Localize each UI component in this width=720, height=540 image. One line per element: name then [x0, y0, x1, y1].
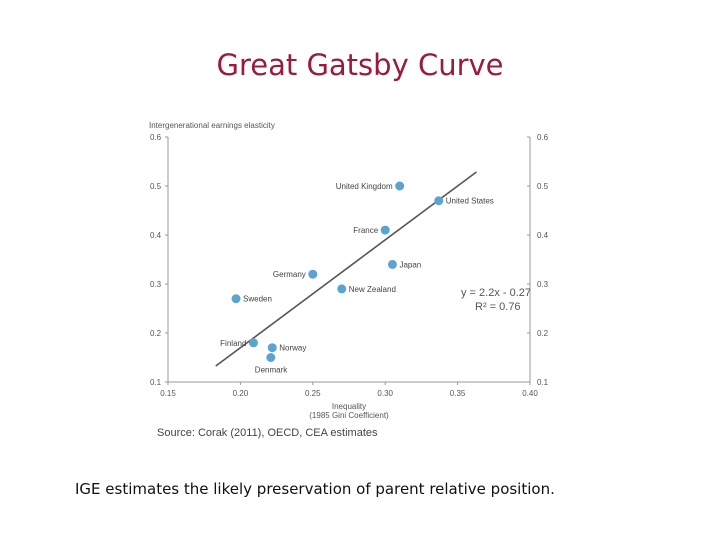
point-finland	[248, 338, 258, 348]
x-tick-label: 0.15	[160, 389, 176, 398]
x-tick-label: 0.40	[522, 389, 538, 398]
point-france	[380, 225, 390, 235]
y-tick-label: 0.2	[150, 329, 162, 338]
x-axis-label: Inequality	[332, 402, 366, 411]
slide-caption: IGE estimates the likely preservation of…	[75, 480, 555, 498]
x-tick-label: 0.30	[377, 389, 393, 398]
point-label-sweden: Sweden	[243, 295, 272, 304]
y-tick-label: 0.4	[150, 231, 162, 240]
trendline-r-squared: R² = 0.76	[475, 301, 521, 313]
point-label-japan: Japan	[399, 260, 421, 269]
point-japan	[387, 259, 397, 269]
point-label-finland: Finland	[220, 339, 246, 348]
y-tick-label: 0.6	[150, 133, 162, 142]
point-label-new-zealand: New Zealand	[349, 285, 396, 294]
point-label-united-states: United States	[446, 197, 494, 206]
y-tick-label: 0.5	[150, 182, 162, 191]
y-tick-label: 0.3	[150, 280, 162, 289]
y-tick-label-right: 0.3	[537, 280, 549, 289]
point-new-zealand	[337, 284, 347, 294]
point-united-kingdom	[395, 181, 405, 191]
point-denmark	[266, 353, 276, 362]
point-label-norway: Norway	[279, 344, 306, 353]
y-tick-label-right: 0.4	[537, 231, 549, 240]
y-tick-label-right: 0.6	[537, 133, 549, 142]
point-label-france: France	[353, 226, 378, 235]
point-norway	[267, 343, 277, 353]
point-label-germany: Germany	[273, 270, 306, 279]
y-tick-label-right: 0.2	[537, 329, 549, 338]
chart-source: Source: Corak (2011), OECD, CEA estimate…	[157, 427, 378, 439]
trendline-equation: y = 2.2x - 0.27	[461, 287, 531, 299]
y-tick-label-right: 0.5	[537, 182, 549, 191]
y-axis-label: Intergenerational earnings elasticity	[149, 121, 275, 130]
point-label-denmark: Denmark	[255, 366, 288, 375]
x-tick-label: 0.20	[233, 389, 249, 398]
x-tick-label: 0.25	[305, 389, 321, 398]
point-label-united-kingdom: United Kingdom	[336, 182, 393, 191]
y-tick-label: 0.1	[150, 378, 162, 387]
trendline	[215, 171, 477, 367]
point-germany	[308, 269, 318, 279]
point-sweden	[231, 294, 241, 304]
slide-title: Great Gatsby Curve	[216, 48, 504, 82]
x-axis-sublabel: (1985 Gini Coefficient)	[309, 411, 389, 420]
y-tick-label-right: 0.1	[537, 378, 549, 387]
x-tick-label: 0.35	[450, 389, 466, 398]
point-united-states	[434, 196, 444, 206]
